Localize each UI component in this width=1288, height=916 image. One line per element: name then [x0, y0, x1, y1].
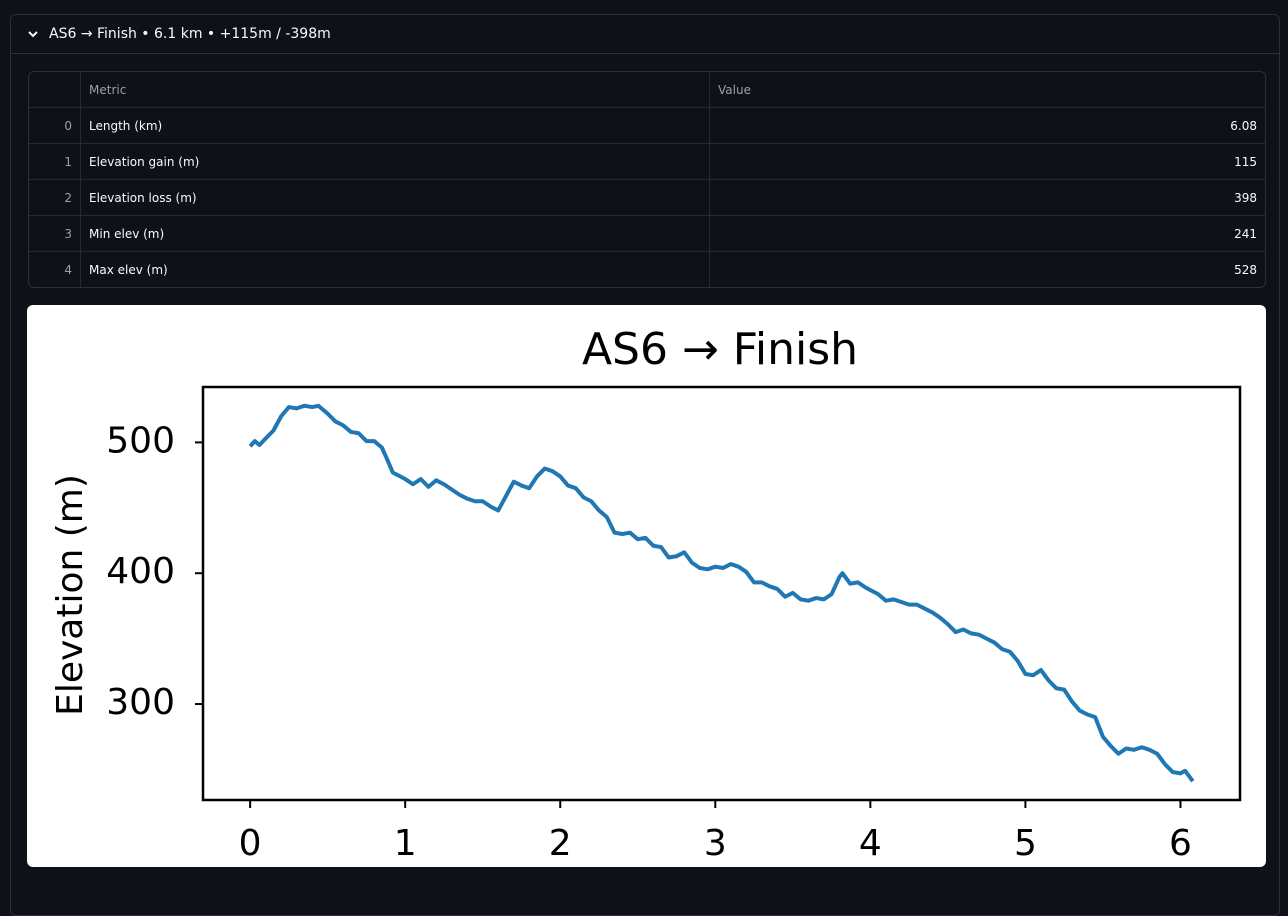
elevation-line [248, 403, 1195, 783]
expander: AS6 → Finish • 6.1 km • +115m / -398m Me… [10, 14, 1280, 916]
table-cell: 115 [709, 144, 1265, 179]
table-cell: Elevation gain (m) [80, 144, 709, 179]
x-tick-label: 3 [704, 823, 727, 864]
y-tick-label: 400 [106, 551, 175, 592]
expander-label: AS6 → Finish • 6.1 km • +115m / -398m [49, 26, 331, 42]
y-tick-label: 300 [106, 682, 175, 723]
table-cell: Max elev (m) [80, 252, 709, 287]
plot-frame [201, 385, 1242, 802]
chart-title: AS6 → Finish [582, 324, 858, 375]
x-tick-label: 1 [394, 823, 417, 864]
page: AS6 → Finish • 6.1 km • +115m / -398m Me… [10, 14, 1280, 916]
x-tick-label: 2 [549, 823, 572, 864]
x-tick-label: 4 [859, 823, 882, 864]
table-cell: Length (km) [80, 108, 709, 143]
row-index: 1 [64, 154, 72, 169]
table-cell: 6.08 [709, 108, 1265, 143]
table-row: 3 Min elev (m) 241 [29, 215, 1265, 251]
table-row: 1 Elevation gain (m) 115 [29, 143, 1265, 179]
table-row: 2 Elevation loss (m) 398 [29, 179, 1265, 215]
table-cell: 528 [709, 252, 1265, 287]
expander-header[interactable]: AS6 → Finish • 6.1 km • +115m / -398m [11, 15, 1279, 54]
table-cell: 241 [709, 216, 1265, 251]
row-index: 2 [64, 190, 72, 205]
row-index: 4 [64, 262, 72, 277]
x-tick-label: 6 [1169, 823, 1192, 864]
y-tick-label: 500 [106, 420, 175, 461]
table-cell: Min elev (m) [80, 216, 709, 251]
chevron-icon [28, 31, 38, 38]
table-cell: Elevation loss (m) [80, 180, 709, 215]
x-tick-label: 5 [1014, 823, 1037, 864]
data-table: Metric Value 0 Length (km) 6.08 1 Elevation … [28, 71, 1266, 288]
table-cell: 398 [709, 180, 1265, 215]
row-index: 3 [64, 226, 72, 241]
y-axis-label: Elevation (m) [50, 474, 91, 716]
x-tick-label: 0 [239, 823, 262, 864]
row-index: 0 [64, 118, 72, 133]
column-header: Value [709, 72, 1265, 107]
table-header: Metric Value [29, 72, 1265, 107]
table-row: 4 Max elev (m) 528 [29, 251, 1265, 287]
chart: AS6 → Finish Elevation (m) 300 400 500 0 1 2 3… [27, 305, 1266, 867]
column-header: Metric [80, 72, 709, 107]
table-row: 0 Length (km) 6.08 [29, 107, 1265, 143]
